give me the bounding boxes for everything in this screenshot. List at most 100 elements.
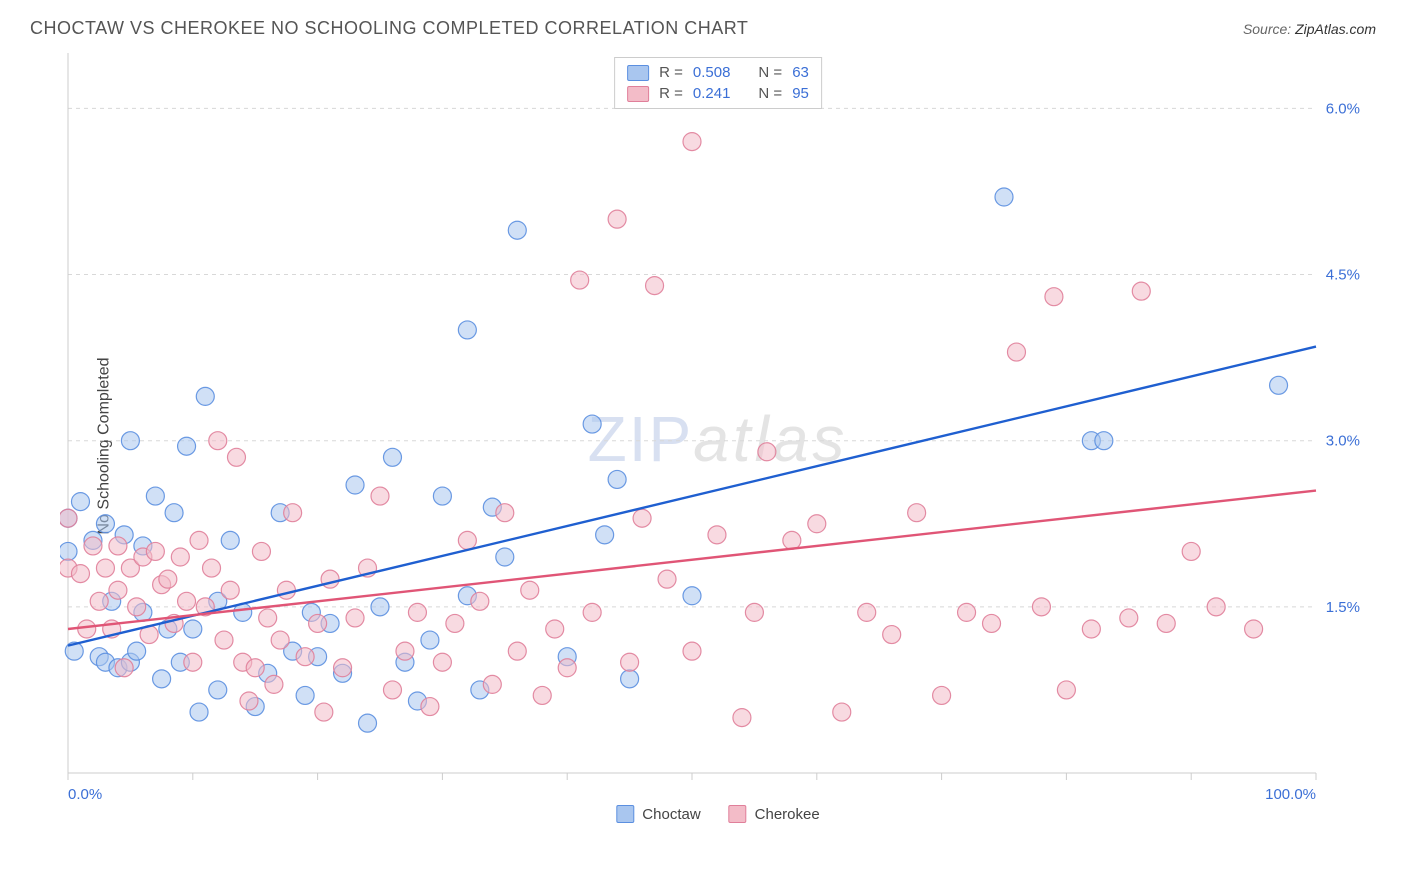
data-point (315, 703, 333, 721)
legend-item: Choctaw (616, 805, 700, 823)
data-point (203, 559, 221, 577)
data-point (146, 487, 164, 505)
n-value: 95 (792, 85, 809, 102)
y-tick-label: 6.0% (1326, 100, 1360, 117)
legend-stat-row: R =0.508N =63 (627, 62, 809, 83)
source-label: Source: (1243, 21, 1295, 37)
chart-header: CHOCTAW VS CHEROKEE NO SCHOOLING COMPLET… (0, 0, 1406, 49)
data-point (346, 609, 364, 627)
n-label: N = (758, 64, 782, 81)
n-label: N = (758, 85, 782, 102)
x-tick-label: 0.0% (68, 786, 102, 803)
data-point (209, 681, 227, 699)
chart-source: Source: ZipAtlas.com (1243, 21, 1376, 37)
data-point (128, 598, 146, 616)
data-point (833, 703, 851, 721)
data-point (1007, 343, 1025, 361)
data-point (496, 548, 514, 566)
data-point (883, 626, 901, 644)
data-point (252, 542, 270, 560)
data-point (109, 581, 127, 599)
data-point (159, 570, 177, 588)
data-point (646, 277, 664, 295)
data-point (277, 581, 295, 599)
data-point (683, 642, 701, 660)
series-legend: Choctaw Cherokee (616, 805, 819, 823)
data-point (209, 432, 227, 450)
legend-label: Choctaw (642, 806, 700, 823)
data-point (1057, 681, 1075, 699)
legend-swatch (627, 86, 649, 102)
data-point (808, 515, 826, 533)
data-point (240, 692, 258, 710)
data-point (571, 271, 589, 289)
data-point (396, 642, 414, 660)
data-point (128, 642, 146, 660)
legend-swatch (616, 805, 634, 823)
data-point (633, 509, 651, 527)
data-point (178, 437, 196, 455)
data-point (433, 487, 451, 505)
source-name: ZipAtlas.com (1295, 21, 1376, 37)
data-point (227, 448, 245, 466)
data-point (745, 603, 763, 621)
data-point (496, 504, 514, 522)
data-point (683, 133, 701, 151)
data-point (608, 210, 626, 228)
y-tick-label: 1.5% (1326, 599, 1360, 616)
data-point (621, 653, 639, 671)
data-point (1132, 282, 1150, 300)
data-point (184, 653, 202, 671)
data-point (383, 681, 401, 699)
data-point (958, 603, 976, 621)
chart-title: CHOCTAW VS CHEROKEE NO SCHOOLING COMPLET… (30, 18, 748, 39)
n-value: 63 (792, 64, 809, 81)
data-point (783, 531, 801, 549)
data-point (1157, 614, 1175, 632)
data-point (71, 565, 89, 583)
data-point (71, 493, 89, 511)
data-point (265, 675, 283, 693)
data-point (296, 648, 314, 666)
data-point (1045, 288, 1063, 306)
data-point (933, 686, 951, 704)
data-point (995, 188, 1013, 206)
data-point (708, 526, 726, 544)
data-point (1082, 620, 1100, 638)
data-point (196, 387, 214, 405)
data-point (1182, 542, 1200, 560)
data-point (1095, 432, 1113, 450)
data-point (858, 603, 876, 621)
data-point (421, 698, 439, 716)
data-point (271, 631, 289, 649)
data-point (246, 659, 264, 677)
legend-stat-row: R =0.241N =95 (627, 83, 809, 104)
data-point (184, 620, 202, 638)
data-point (153, 670, 171, 688)
legend-swatch (627, 65, 649, 81)
legend-label: Cherokee (755, 806, 820, 823)
data-point (165, 504, 183, 522)
data-point (433, 653, 451, 671)
chart-area: ZIPatlas 1.5%3.0%4.5%6.0%0.0%100.0% R =0… (60, 49, 1376, 829)
data-point (458, 321, 476, 339)
data-point (84, 537, 102, 555)
data-point (621, 670, 639, 688)
data-point (359, 714, 377, 732)
data-point (1270, 376, 1288, 394)
legend-swatch (729, 805, 747, 823)
data-point (171, 548, 189, 566)
r-value: 0.241 (693, 85, 731, 102)
data-point (284, 504, 302, 522)
data-point (383, 448, 401, 466)
data-point (221, 531, 239, 549)
data-point (334, 659, 352, 677)
y-tick-label: 4.5% (1326, 267, 1360, 284)
data-point (346, 476, 364, 494)
data-point (558, 659, 576, 677)
data-point (121, 432, 139, 450)
data-point (190, 531, 208, 549)
data-point (608, 470, 626, 488)
r-value: 0.508 (693, 64, 731, 81)
data-point (421, 631, 439, 649)
